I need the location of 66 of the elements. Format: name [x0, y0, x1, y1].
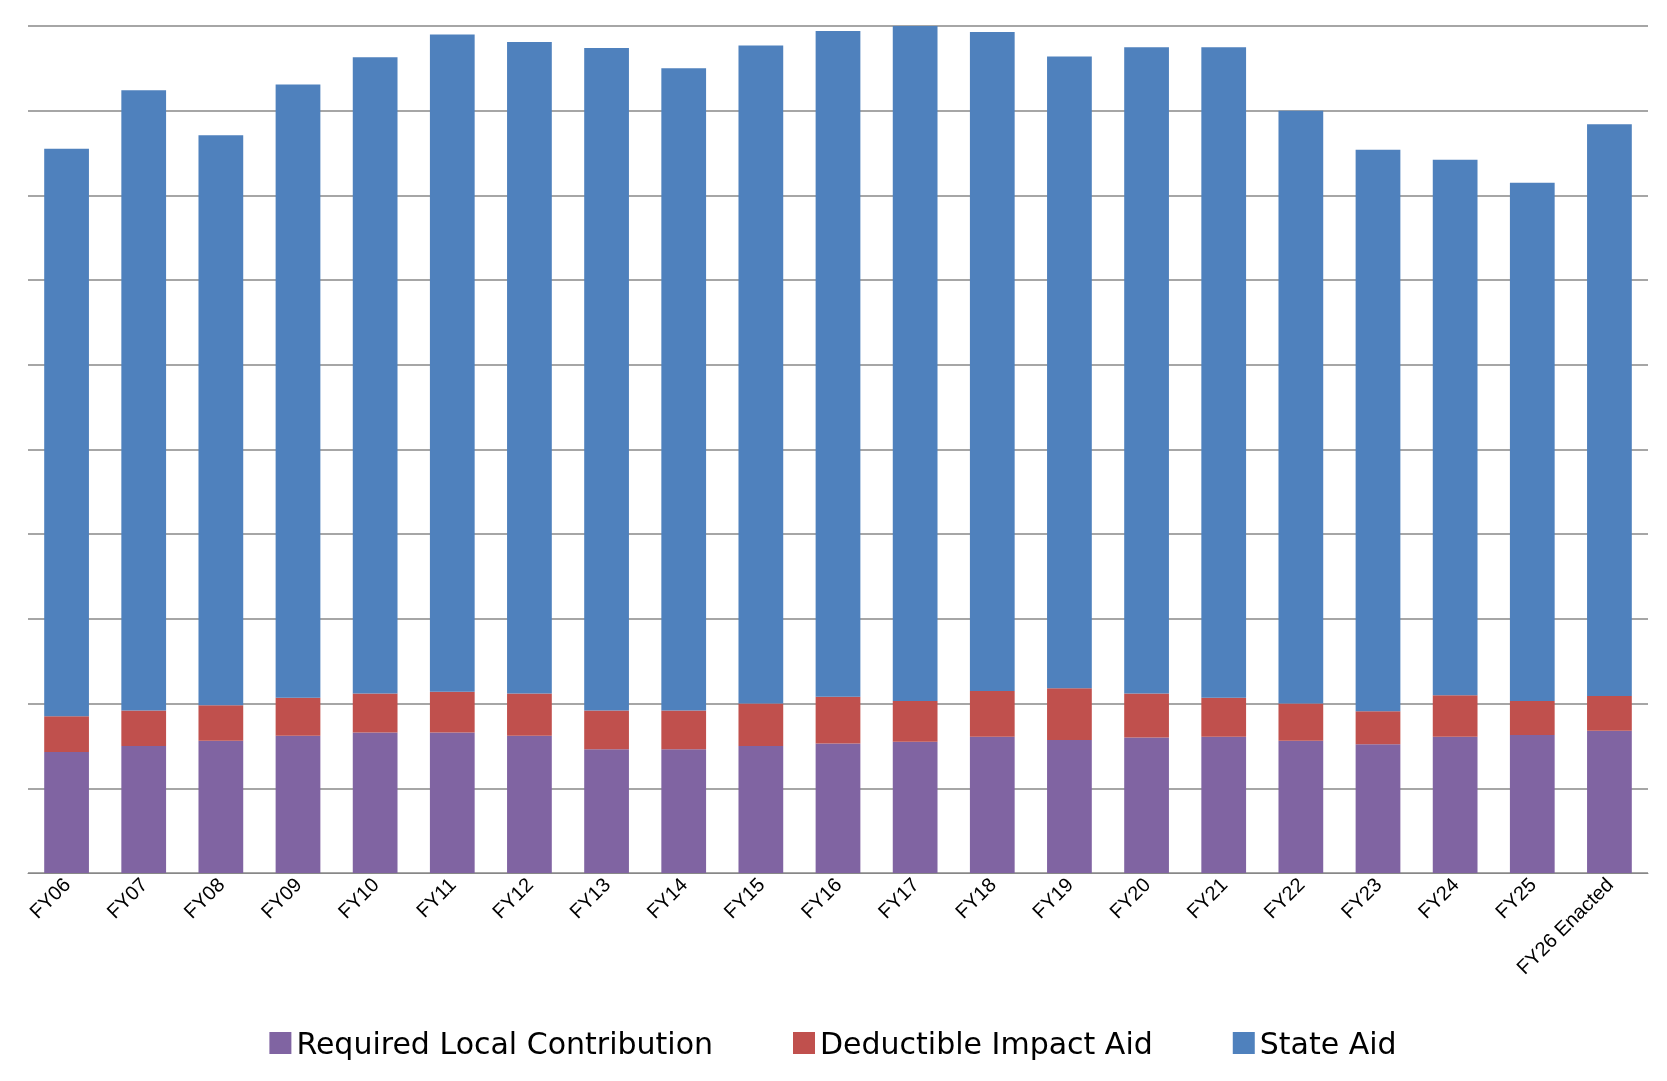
bar: [969, 31, 1015, 691]
bar: [1509, 701, 1555, 735]
bar: [121, 745, 167, 873]
legend-label: State Aid: [1259, 1025, 1397, 1061]
bar: [507, 735, 552, 873]
bar: [507, 42, 552, 694]
legend-label: Deductible Impact Aid: [820, 1025, 1153, 1061]
bar: [1432, 695, 1478, 737]
bar: [1355, 149, 1401, 712]
bar: [661, 749, 707, 873]
bar: [892, 701, 938, 742]
bar: [1509, 182, 1555, 702]
bar: [429, 34, 475, 692]
bar: [815, 696, 861, 744]
bar: [1355, 744, 1401, 873]
bar: [121, 710, 167, 746]
legend-label: Required Local Contribution: [296, 1025, 714, 1061]
bar: [1278, 740, 1324, 873]
bar: [1047, 740, 1092, 873]
bar: [1278, 703, 1324, 741]
bar: [815, 743, 861, 873]
bar: [584, 749, 629, 873]
bar: [815, 31, 861, 697]
bar: [1201, 47, 1247, 698]
bar: [1587, 124, 1632, 696]
bar: [198, 135, 244, 706]
bar: [738, 45, 784, 704]
bar: [44, 751, 89, 873]
bar: [1355, 711, 1401, 745]
bar: [1124, 47, 1169, 694]
bar: [969, 736, 1015, 873]
bar: [1201, 736, 1247, 873]
bar: [1432, 736, 1478, 873]
bar: [1278, 110, 1324, 704]
bar: [584, 710, 629, 750]
bar: [1587, 695, 1632, 731]
bar: [275, 697, 321, 736]
bar: [1509, 734, 1555, 873]
bar: [352, 57, 398, 694]
bar: [1124, 737, 1169, 873]
bar: [275, 735, 321, 873]
bar: [429, 732, 475, 873]
bar: [738, 745, 784, 873]
bar: [738, 703, 784, 746]
bar: [1201, 697, 1247, 737]
bar: [661, 710, 707, 750]
bar: [661, 68, 707, 711]
bar: [507, 693, 552, 736]
bar: [429, 691, 475, 733]
bar: [1587, 730, 1632, 873]
bar: [352, 693, 398, 733]
bar: [969, 690, 1015, 737]
bar: [121, 90, 167, 711]
bar: [1047, 56, 1092, 689]
bar: [198, 705, 244, 741]
bar: [1124, 693, 1169, 738]
bar: [892, 741, 938, 873]
bar: [352, 732, 398, 873]
bar: [198, 740, 244, 873]
bar: [44, 148, 89, 717]
bar: [275, 84, 321, 698]
bar: [584, 48, 629, 711]
bar: [44, 716, 89, 752]
bar: [1047, 688, 1092, 741]
bar: [1432, 159, 1478, 696]
bar: [892, 26, 938, 702]
